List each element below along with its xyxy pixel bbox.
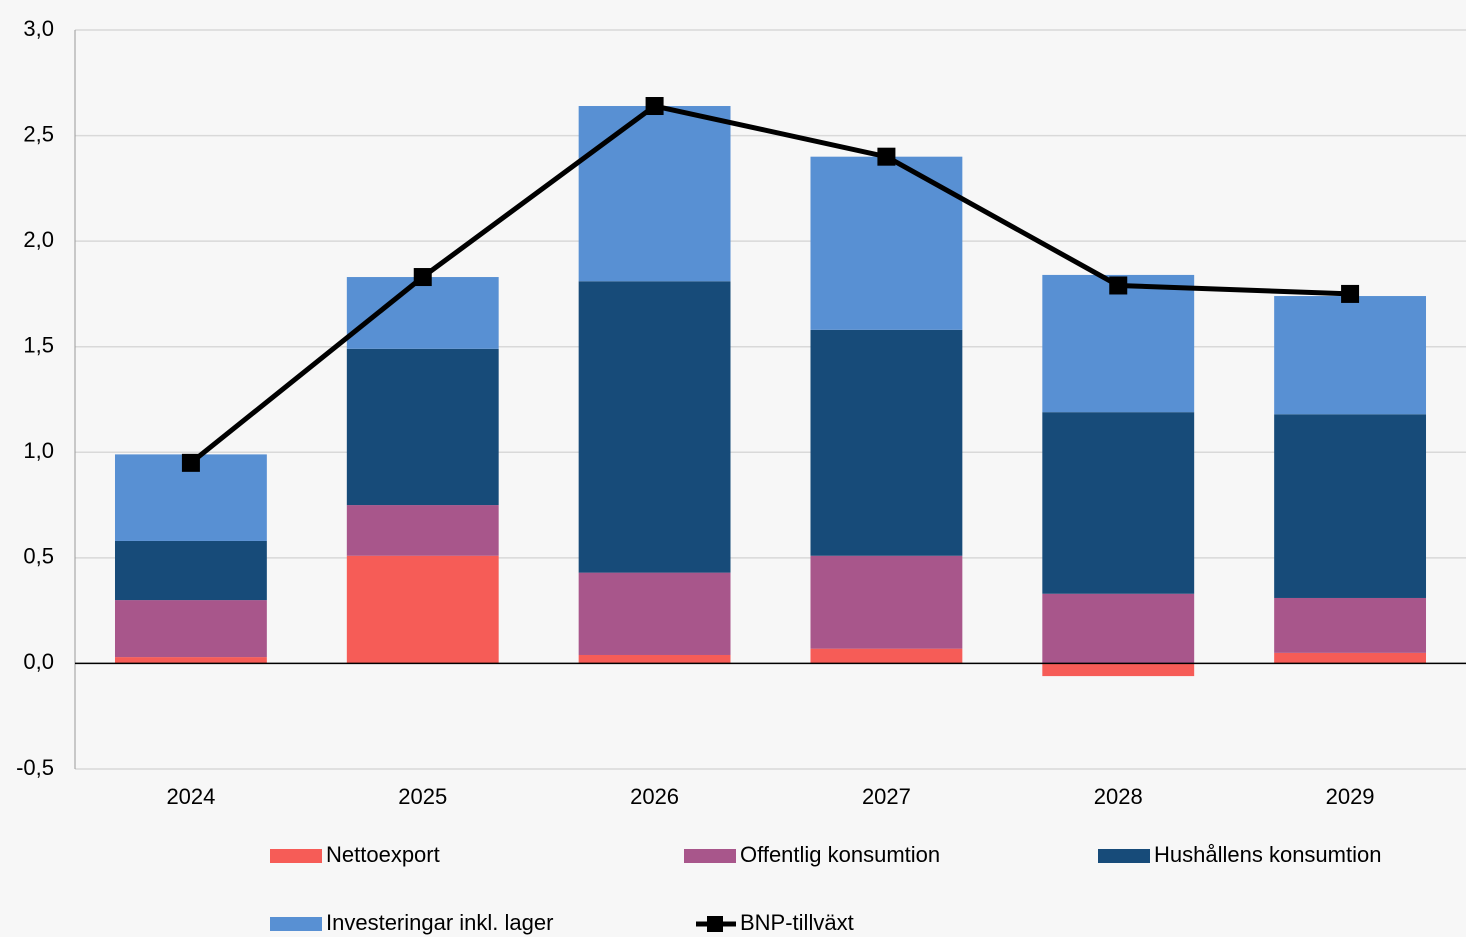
bar [578, 654, 731, 664]
x-tick-label: 2026 [630, 784, 679, 809]
legend-swatch [1098, 849, 1150, 863]
bar [1274, 296, 1427, 415]
x-tick-label: 2024 [166, 784, 215, 809]
bar [114, 540, 267, 601]
x-tick-label: 2025 [398, 784, 447, 809]
y-tick-label: 1,0 [23, 438, 54, 463]
legend-label: Offentlig konsumtion [740, 842, 940, 867]
line-marker [181, 453, 200, 472]
bar [1274, 414, 1427, 598]
legend-label: Investeringar inkl. lager [326, 910, 553, 935]
bar [1274, 652, 1427, 664]
legend-label: Nettoexport [326, 842, 440, 867]
legend-swatch [684, 849, 736, 863]
legend-label: BNP-tillväxt [740, 910, 854, 935]
bar [810, 648, 963, 664]
bar [114, 600, 267, 658]
x-tick-label: 2027 [862, 784, 911, 809]
bar [1042, 274, 1195, 413]
y-tick-label: 2,5 [23, 121, 54, 146]
x-tick-label: 2029 [1326, 784, 1375, 809]
bar [346, 348, 499, 506]
bar [1042, 412, 1195, 594]
y-tick-label: 0,5 [23, 544, 54, 569]
bar [346, 277, 499, 349]
legend-swatch [270, 917, 322, 931]
legend-swatch [270, 849, 322, 863]
line-marker [877, 147, 896, 166]
bar [346, 555, 499, 664]
x-tick-label: 2028 [1094, 784, 1143, 809]
bar [578, 281, 731, 573]
bar [810, 555, 963, 649]
bar [578, 106, 731, 282]
line-marker [645, 97, 664, 116]
bar [578, 572, 731, 655]
legend-marker [707, 916, 723, 932]
y-tick-label: 2,0 [23, 227, 54, 252]
bar [1042, 593, 1195, 664]
y-tick-label: 0,0 [23, 649, 54, 674]
y-tick-label: 1,5 [23, 333, 54, 358]
line-marker [1109, 276, 1128, 295]
bar [114, 657, 267, 664]
y-tick-label: -0,5 [16, 755, 54, 780]
line-marker [1341, 284, 1360, 303]
legend-label: Hushållens konsumtion [1154, 842, 1381, 867]
bar [1042, 663, 1195, 677]
bar [1274, 597, 1427, 653]
bar [346, 505, 499, 556]
line-marker [413, 268, 432, 287]
bar [810, 329, 963, 556]
bar [810, 156, 963, 330]
y-tick-label: 3,0 [23, 16, 54, 41]
line [189, 103, 1351, 465]
